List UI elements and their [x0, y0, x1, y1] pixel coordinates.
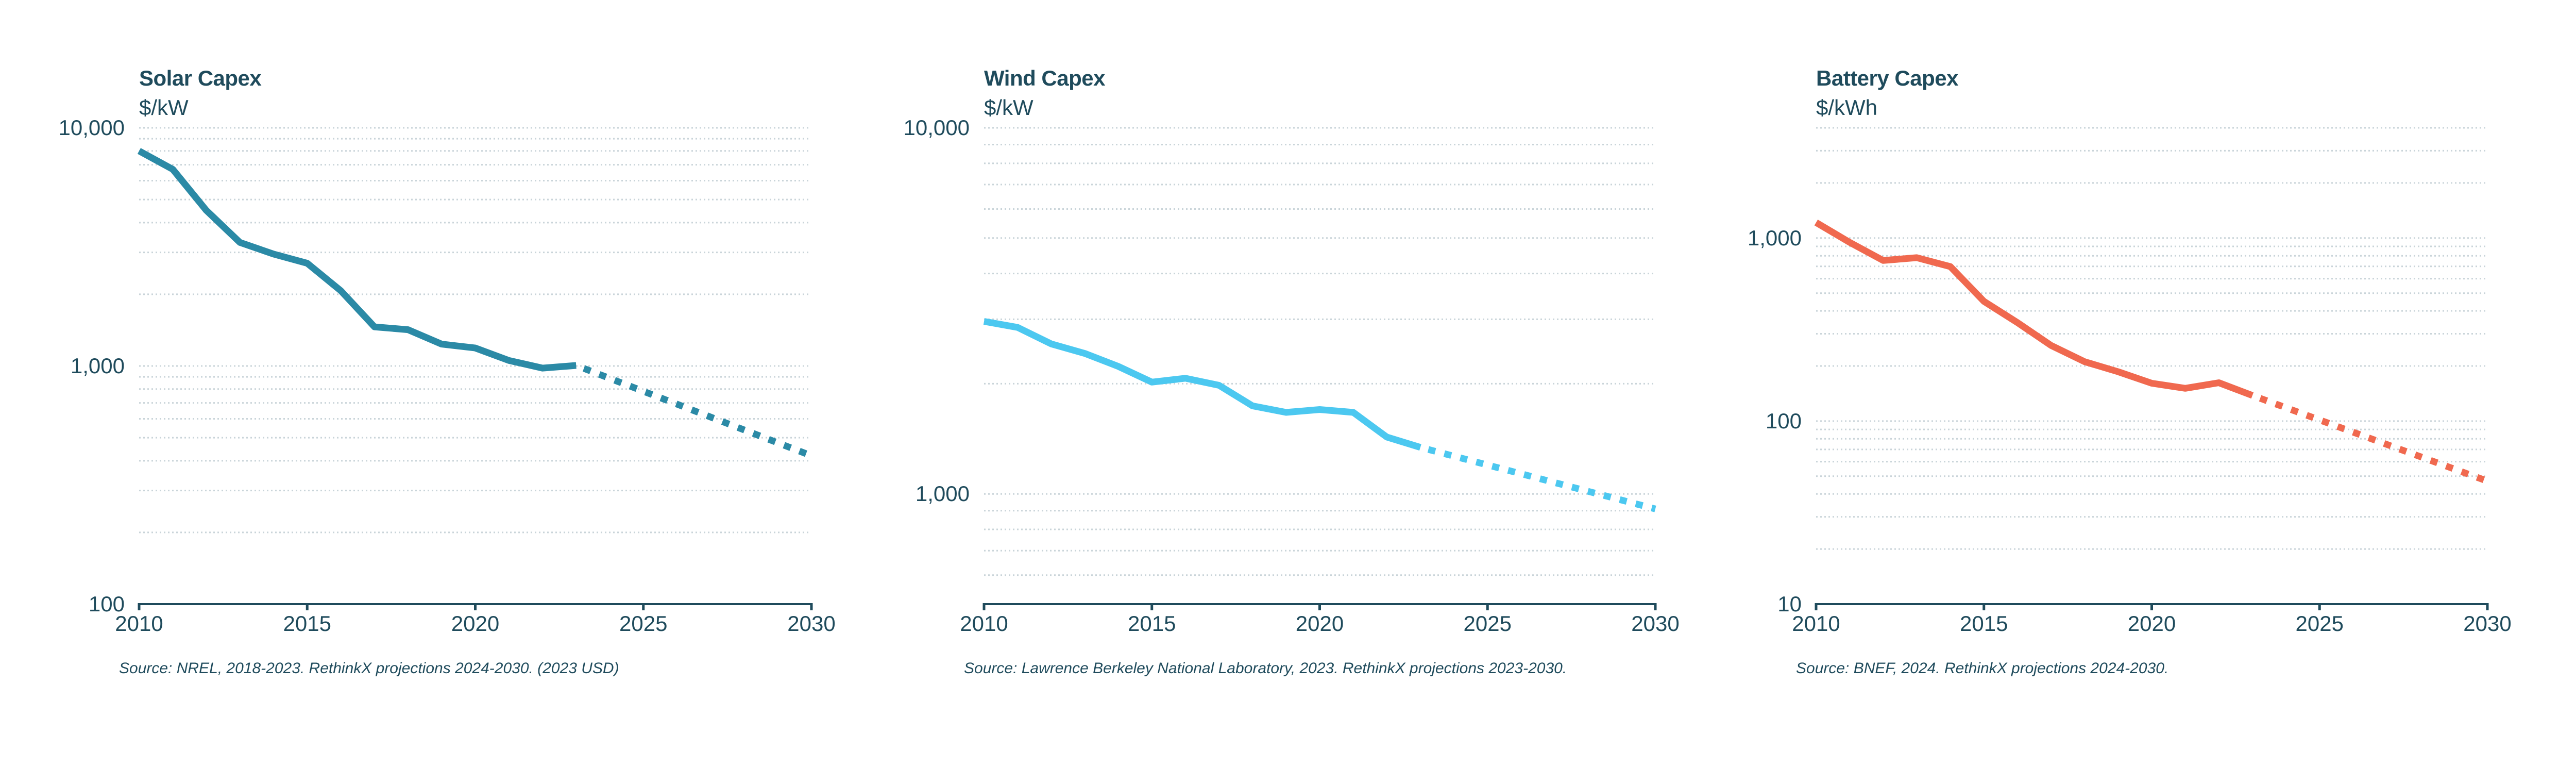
y-tick-label: 10: [1777, 592, 1802, 616]
projection-line: [574, 362, 813, 459]
y-tick-label: 1,000: [1748, 226, 1802, 250]
y-axis-unit: $/kW: [984, 95, 1033, 120]
x-tick-label: 2025: [2296, 611, 2344, 636]
source-note: Source: Lawrence Berkeley National Labor…: [964, 660, 1567, 677]
historical-line: [1814, 220, 2254, 399]
source-note: Source: NREL, 2018-2023. RethinkX projec…: [119, 660, 619, 677]
x-tick-label: 2010: [115, 611, 163, 636]
y-axis-unit: $/kW: [139, 95, 189, 120]
gridlines: [984, 127, 1654, 576]
y-axis-unit: $/kWh: [1816, 95, 1878, 120]
x-tick-label: 2010: [1792, 611, 1840, 636]
projection-line: [2251, 392, 2489, 485]
x-tick-label: 2020: [451, 611, 499, 636]
chart-title: Battery Capex: [1816, 66, 1958, 90]
y-tick-label: 1,000: [71, 354, 125, 378]
x-tick-label: 2020: [2128, 611, 2176, 636]
chart-title: Wind Capex: [984, 66, 1105, 90]
x-tick-label: 2025: [1464, 611, 1512, 636]
historical-line: [983, 318, 1421, 451]
x-tick-label: 2015: [283, 611, 331, 636]
historical-line: [137, 148, 577, 372]
x-tick-label: 2020: [1296, 611, 1344, 636]
gridlines: [1816, 127, 2486, 550]
source-note: Source: BNEF, 2024. RethinkX projections…: [1796, 660, 2169, 677]
y-tick-label: 100: [89, 592, 125, 616]
x-tick-label: 2025: [619, 611, 667, 636]
x-tick-label: 2030: [2463, 611, 2511, 636]
y-tick-label: 10,000: [904, 115, 970, 140]
x-tick-label: 2030: [787, 611, 835, 636]
chart-title: Solar Capex: [139, 66, 262, 90]
y-tick-label: 100: [1766, 409, 1802, 433]
y-tick-label: 1,000: [916, 481, 970, 506]
x-tick-label: 2010: [960, 611, 1008, 636]
x-tick-label: 2015: [1960, 611, 2008, 636]
x-tick-label: 2030: [1631, 611, 1679, 636]
x-tick-label: 2015: [1128, 611, 1176, 636]
gridlines: [139, 127, 810, 534]
y-tick-label: 10,000: [59, 115, 125, 140]
